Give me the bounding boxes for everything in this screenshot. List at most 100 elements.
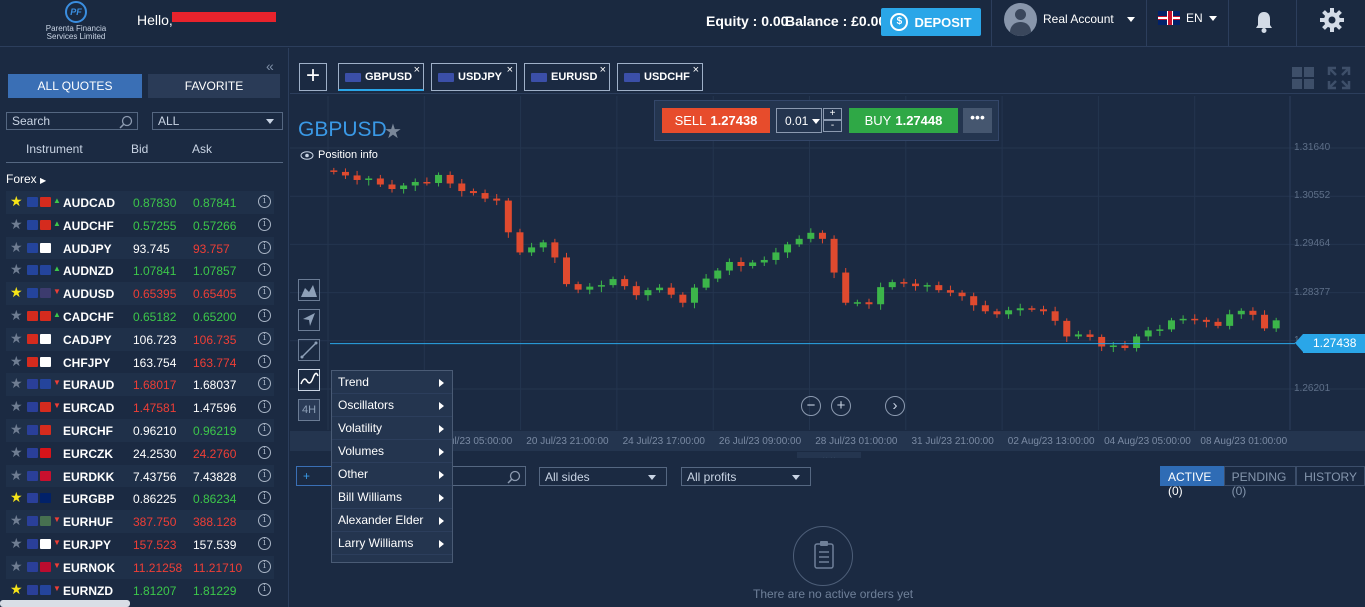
- quote-row[interactable]: ★ CHFJPY 163.754 163.774 i: [6, 351, 274, 374]
- info-icon[interactable]: i: [258, 468, 271, 482]
- info-icon[interactable]: i: [258, 400, 271, 414]
- more-options-button[interactable]: •••: [963, 108, 992, 133]
- buy-button[interactable]: BUY 1.27448: [849, 108, 958, 133]
- favorite-star-icon[interactable]: ★: [10, 215, 23, 232]
- favorite-star-icon[interactable]: ★: [10, 443, 23, 460]
- collapse-sidebar-icon[interactable]: «: [266, 58, 274, 74]
- quote-row[interactable]: ★ EURDKK 7.43756 7.43828 i: [6, 464, 274, 488]
- info-icon[interactable]: i: [258, 559, 271, 573]
- close-icon[interactable]: ×: [413, 64, 420, 76]
- info-icon[interactable]: i: [258, 536, 271, 550]
- indicator-menu-item[interactable]: Other: [332, 463, 452, 486]
- info-icon[interactable]: i: [258, 308, 271, 322]
- quote-row[interactable]: ★ CADJPY 106.723 106.735 i: [6, 327, 274, 351]
- favorite-star-icon[interactable]: ★: [10, 352, 23, 369]
- favorite-star-icon[interactable]: ★: [10, 398, 23, 415]
- favorite-star-icon[interactable]: ★: [10, 261, 23, 278]
- tab-active-orders[interactable]: ACTIVE (0): [1160, 466, 1224, 498]
- info-icon[interactable]: i: [258, 491, 271, 505]
- profit-filter-select[interactable]: All profits: [681, 467, 811, 486]
- panel-resize-handle[interactable]: ⌄⌄: [797, 452, 861, 462]
- cursor-tool[interactable]: [298, 309, 320, 331]
- gear-icon[interactable]: [1319, 7, 1345, 33]
- brand-logo[interactable]: PF Parenta Financia Services Limited: [41, 1, 111, 45]
- column-header-bid[interactable]: Bid: [131, 142, 149, 156]
- indicator-menu-item[interactable]: Larry Williams: [332, 532, 452, 555]
- info-icon[interactable]: i: [258, 331, 271, 345]
- info-icon[interactable]: i: [258, 582, 271, 596]
- favorite-star-icon[interactable]: ★: [10, 489, 23, 506]
- layout-grid-icon[interactable]: [1291, 66, 1315, 90]
- line-draw-tool[interactable]: [298, 339, 320, 361]
- close-icon[interactable]: ×: [599, 64, 606, 76]
- instrument-filter-select[interactable]: ALL: [152, 112, 283, 130]
- position-info-toggle[interactable]: Position info: [300, 149, 378, 161]
- info-icon[interactable]: i: [258, 354, 271, 368]
- new-order-button[interactable]: + NEW: [296, 466, 336, 486]
- info-icon[interactable]: i: [258, 195, 271, 208]
- horizontal-scrollbar[interactable]: [0, 600, 130, 607]
- close-icon[interactable]: ×: [506, 64, 513, 76]
- scrollbar[interactable]: [275, 191, 281, 601]
- info-icon[interactable]: i: [258, 217, 271, 231]
- quote-row[interactable]: ★ AUDJPY 93.745 93.757 i: [6, 236, 274, 260]
- quote-row[interactable]: ★ ▲ AUDCAD 0.87830 0.87841 i: [6, 191, 274, 214]
- indicator-menu-item[interactable]: Oscillators: [332, 394, 452, 417]
- quote-row[interactable]: ★ ▲ CADCHF 0.65182 0.65200 i: [6, 305, 274, 328]
- quote-row[interactable]: ★ ▲ AUDNZD 1.07841 1.07857 i: [6, 259, 274, 282]
- group-forex[interactable]: Forex ▶: [6, 172, 46, 186]
- info-icon[interactable]: i: [258, 377, 271, 391]
- info-icon[interactable]: i: [258, 263, 271, 277]
- favorite-star-icon[interactable]: ★: [10, 420, 23, 437]
- timeframe-button[interactable]: 4H: [298, 399, 320, 421]
- favorite-star-icon[interactable]: ★: [10, 284, 23, 301]
- deposit-button[interactable]: $ DEPOSIT: [881, 8, 981, 36]
- quote-row[interactable]: ★ ▼ EURNOK 11.21258 11.21710 i: [6, 555, 274, 579]
- favorite-star-icon[interactable]: ★: [10, 512, 23, 529]
- indicator-menu-item[interactable]: Alexander Elder: [332, 509, 452, 532]
- quote-row[interactable]: ★ ▼ EURAUD 1.68017 1.68037 i: [6, 373, 274, 397]
- symbol-tab[interactable]: USDJPY ×: [431, 63, 517, 91]
- account-label[interactable]: Real Account: [1043, 12, 1114, 26]
- scroll-latest-button[interactable]: ›: [885, 396, 905, 416]
- price-chart[interactable]: [290, 96, 1365, 430]
- info-icon[interactable]: i: [258, 514, 271, 528]
- quote-row[interactable]: ★ EURGBP 0.86225 0.86234 i: [6, 487, 274, 510]
- side-filter-select[interactable]: All sides: [539, 467, 667, 486]
- quote-row[interactable]: ★ ▲ AUDCHF 0.57255 0.57266 i: [6, 214, 274, 237]
- favorite-star-icon[interactable]: ★: [10, 329, 23, 346]
- symbol-tab[interactable]: GBPUSD ×: [338, 63, 424, 91]
- column-header-instrument[interactable]: Instrument: [26, 142, 83, 156]
- zoom-in-button[interactable]: +: [831, 396, 851, 416]
- favorite-star-icon[interactable]: ★: [10, 557, 23, 574]
- quote-row[interactable]: ★ ▼ EURJPY 157.523 157.539 i: [6, 533, 274, 556]
- info-icon[interactable]: i: [258, 240, 271, 254]
- symbol-tab[interactable]: USDCHF ×: [617, 63, 703, 91]
- favorite-star-icon[interactable]: ★: [10, 238, 23, 255]
- chevron-down-icon[interactable]: [1127, 17, 1135, 22]
- tab-history[interactable]: HISTORY: [1296, 466, 1365, 486]
- indicator-menu-item[interactable]: Volatility: [332, 417, 452, 440]
- quote-search-input[interactable]: Search: [6, 112, 138, 130]
- favorite-star-icon[interactable]: ★: [10, 193, 23, 209]
- favorite-star-icon[interactable]: ★: [10, 306, 23, 323]
- add-chart-button[interactable]: +: [299, 63, 327, 91]
- favorite-star-icon[interactable]: ★: [10, 534, 23, 551]
- lot-stepper[interactable]: + -: [823, 108, 842, 133]
- tab-all-quotes[interactable]: ALL QUOTES: [8, 74, 142, 98]
- avatar[interactable]: [1004, 3, 1037, 36]
- quote-row[interactable]: ★ ▼ EURNZD 1.81207 1.81229 i: [6, 579, 274, 602]
- bell-icon[interactable]: [1253, 10, 1275, 34]
- favorite-star-icon[interactable]: ★: [10, 580, 23, 597]
- info-icon[interactable]: i: [258, 422, 271, 436]
- quote-row[interactable]: ★ EURCHF 0.96210 0.96219 i: [6, 418, 274, 442]
- lot-size-select[interactable]: 0.01: [776, 108, 822, 133]
- zoom-out-button[interactable]: −: [801, 396, 821, 416]
- quote-row[interactable]: ★ ▼ EURCAD 1.47581 1.47596 i: [6, 396, 274, 419]
- tab-pending-orders[interactable]: PENDING (0): [1223, 466, 1297, 498]
- quote-row[interactable]: ★ ▼ EURHUF 387.750 388.128 i: [6, 510, 274, 533]
- favorite-star-icon[interactable]: ★: [10, 375, 23, 392]
- quote-row[interactable]: ★ EURCZK 24.2530 24.2760 i: [6, 442, 274, 465]
- sell-button[interactable]: SELL 1.27438: [662, 108, 770, 133]
- column-header-ask[interactable]: Ask: [192, 142, 213, 156]
